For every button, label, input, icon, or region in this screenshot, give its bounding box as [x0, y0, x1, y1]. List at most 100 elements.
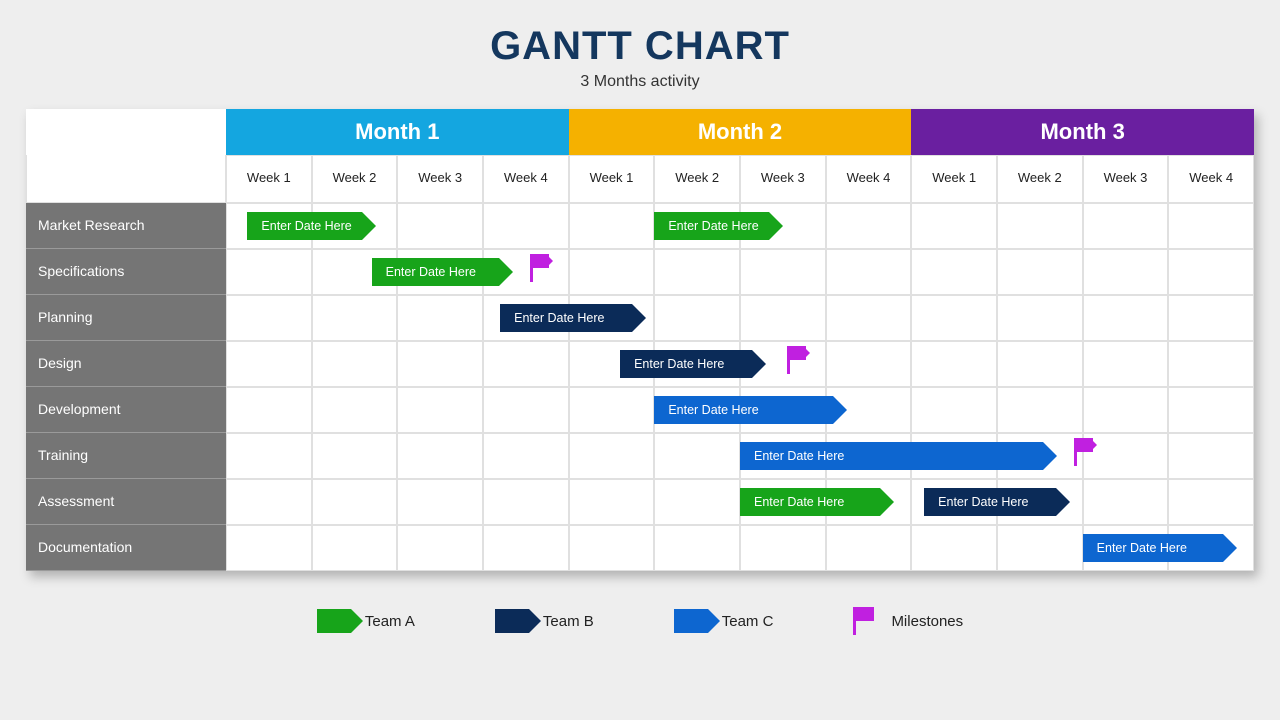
grid-cell	[826, 203, 912, 249]
grid-cell	[483, 479, 569, 525]
grid-cell	[1083, 203, 1169, 249]
legend-swatch-icon	[674, 609, 708, 633]
grid-cell	[997, 433, 1083, 479]
legend-swatch-icon	[495, 609, 529, 633]
grid-cell	[312, 479, 398, 525]
header-spacer	[26, 109, 226, 155]
grid-cell	[911, 341, 997, 387]
grid-cell	[226, 387, 312, 433]
grid-cell	[226, 249, 312, 295]
grid-cell	[740, 249, 826, 295]
grid-cell	[1083, 525, 1169, 571]
grid-cell	[654, 341, 740, 387]
week-header: Week 2	[997, 155, 1083, 203]
grid-cell	[397, 525, 483, 571]
grid-cell	[911, 525, 997, 571]
month-header: Month 2	[569, 109, 912, 155]
task-label: Training	[26, 433, 226, 479]
grid-cell	[1083, 249, 1169, 295]
legend-item: Team A	[317, 607, 415, 635]
task-label: Documentation	[26, 525, 226, 571]
grid-cell	[569, 525, 655, 571]
grid-cell	[569, 295, 655, 341]
grid-cell	[397, 479, 483, 525]
legend-item: Milestones	[853, 607, 963, 635]
grid-cell	[397, 295, 483, 341]
grid-cell	[826, 525, 912, 571]
grid-cell	[654, 525, 740, 571]
grid-cell	[397, 341, 483, 387]
week-header: Week 4	[1168, 155, 1254, 203]
grid-cell	[569, 203, 655, 249]
grid-cell	[569, 341, 655, 387]
grid-cell	[740, 433, 826, 479]
grid-cell	[1083, 295, 1169, 341]
grid-cell	[226, 341, 312, 387]
grid-cell	[312, 203, 398, 249]
grid-cell	[997, 525, 1083, 571]
grid-cell	[654, 433, 740, 479]
grid-cell	[740, 203, 826, 249]
grid-cell	[740, 479, 826, 525]
grid-cell	[740, 295, 826, 341]
grid-cell	[569, 479, 655, 525]
title-block: GANTT CHART 3 Months activity	[0, 0, 1280, 91]
grid-cell	[654, 295, 740, 341]
legend-item: Team B	[495, 607, 594, 635]
grid-cell	[997, 479, 1083, 525]
grid-cell	[1168, 433, 1254, 479]
grid-cell	[997, 295, 1083, 341]
grid-cell	[483, 387, 569, 433]
week-header: Week 3	[740, 155, 826, 203]
grid-cell	[654, 479, 740, 525]
grid-cell	[911, 387, 997, 433]
grid-cell	[312, 387, 398, 433]
grid-cell	[397, 203, 483, 249]
legend-flag-icon	[853, 607, 877, 635]
grid-cell	[1083, 341, 1169, 387]
week-header: Week 3	[1083, 155, 1169, 203]
grid-cell	[997, 387, 1083, 433]
week-header: Week 4	[826, 155, 912, 203]
grid-cell	[997, 341, 1083, 387]
grid-cell	[226, 295, 312, 341]
grid-cell	[1168, 295, 1254, 341]
grid-cell	[483, 249, 569, 295]
grid-cell	[483, 295, 569, 341]
week-header: Week 2	[312, 155, 398, 203]
grid-cell	[483, 433, 569, 479]
grid-cell	[1083, 479, 1169, 525]
grid-cell	[397, 249, 483, 295]
grid-cell	[569, 387, 655, 433]
grid-cell	[1083, 433, 1169, 479]
task-label: Specifications	[26, 249, 226, 295]
grid-cell	[312, 525, 398, 571]
grid-cell	[740, 387, 826, 433]
grid-cell	[826, 295, 912, 341]
week-header: Week 1	[226, 155, 312, 203]
legend-label: Milestones	[891, 613, 963, 630]
task-label: Market Research	[26, 203, 226, 249]
grid-cell	[911, 203, 997, 249]
grid-cell	[740, 341, 826, 387]
grid-cell	[826, 341, 912, 387]
grid-cell	[1168, 525, 1254, 571]
grid-cell	[654, 249, 740, 295]
grid-cell	[654, 203, 740, 249]
grid-cell	[740, 525, 826, 571]
grid-cell	[397, 433, 483, 479]
grid-cell	[826, 479, 912, 525]
grid-cell	[1168, 387, 1254, 433]
grid-cell	[911, 295, 997, 341]
grid-cell	[226, 203, 312, 249]
week-header: Week 1	[911, 155, 997, 203]
grid-cell	[226, 433, 312, 479]
grid-cell	[826, 387, 912, 433]
grid-cell	[826, 249, 912, 295]
grid-cell	[226, 479, 312, 525]
grid-cell	[997, 203, 1083, 249]
legend-swatch-icon	[317, 609, 351, 633]
legend-label: Team C	[722, 613, 774, 630]
grid-cell	[911, 249, 997, 295]
week-header: Week 2	[654, 155, 740, 203]
